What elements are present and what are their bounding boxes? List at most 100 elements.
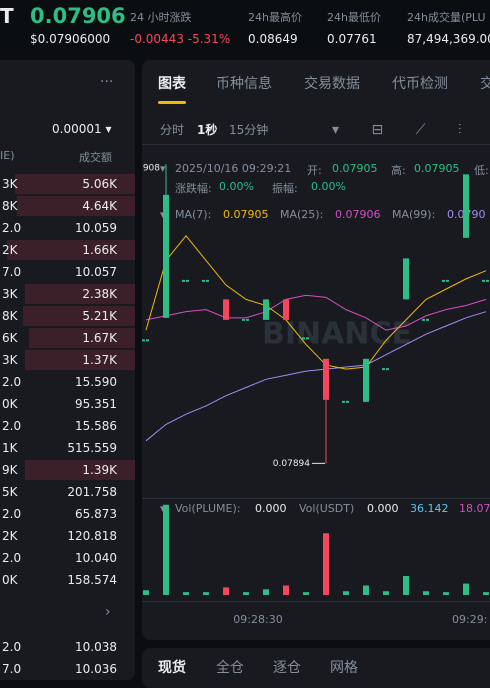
ma25: 0.07906 xyxy=(335,208,381,221)
tab[interactable]: 代币检测 xyxy=(392,76,448,92)
trade-tab[interactable]: 网格 xyxy=(330,660,358,676)
volume-bar xyxy=(303,592,309,595)
depth-bar xyxy=(25,350,135,370)
book-row[interactable]: 2K 1.66K xyxy=(0,239,135,261)
ma25-line xyxy=(145,294,487,331)
book-amount: 2K xyxy=(2,529,18,543)
volume-bar xyxy=(363,585,369,595)
book-total: 201.758 xyxy=(67,485,117,499)
ma99-label: MA(99): xyxy=(392,208,436,221)
trade-panel xyxy=(142,648,490,688)
book-amount: 2.0 xyxy=(2,640,22,654)
vol-ma2: 18.07 xyxy=(459,502,490,515)
toolbar-icons[interactable]: ▾ ⊟ ⟋ ⫶ ⊜ xyxy=(332,122,490,138)
time: 2025/10/16 09:29:21 xyxy=(175,162,292,175)
precision[interactable]: 0.00001 ▾ xyxy=(52,122,112,136)
depth-bar xyxy=(25,284,135,304)
tab[interactable]: 图表 xyxy=(158,76,186,92)
vol: 0.000 xyxy=(255,502,287,515)
volume-bar xyxy=(403,576,409,595)
book-amount: 2.0 xyxy=(2,221,22,235)
volume-bar xyxy=(143,590,149,595)
depth-bar xyxy=(23,306,135,326)
book-row[interactable]: 3K 5.06K xyxy=(0,173,135,195)
more[interactable]: › xyxy=(105,604,111,620)
book-row[interactable]: 7.0 10.057 xyxy=(0,261,135,283)
depth-bar xyxy=(15,174,135,194)
ma7-label: MA(7): xyxy=(175,208,212,221)
book-row[interactable]: 2.0 65.873 xyxy=(0,503,135,525)
trade-tab[interactable]: 现货 xyxy=(158,660,186,676)
interval[interactable]: 1秒 xyxy=(197,123,218,137)
book-row[interactable]: 3K 2.38K xyxy=(0,283,135,305)
last-price: 0.07906 xyxy=(30,4,126,28)
change-label: 24 小时涨跌 xyxy=(130,11,192,24)
high-label: 24h最高价 xyxy=(248,11,302,24)
trade-tab[interactable]: 逐仓 xyxy=(273,660,301,676)
depth-bar xyxy=(29,328,135,348)
tab[interactable]: 交易数据 xyxy=(304,76,360,92)
book-row[interactable]: 9K 1.39K xyxy=(0,459,135,481)
volume-bar xyxy=(203,592,209,595)
book-row[interactable]: 8K 4.64K xyxy=(0,195,135,217)
book-row[interactable]: 7.0 10.036 xyxy=(0,658,135,680)
book-row[interactable]: 8K 5.21K xyxy=(0,305,135,327)
candle-body xyxy=(223,299,229,320)
book-amount: 7.0 xyxy=(2,265,22,279)
ma7: 0.07905 xyxy=(223,208,269,221)
change-value: -0.00443 -5.31% xyxy=(130,32,231,46)
book-total: 65.873 xyxy=(75,507,117,521)
low-value: 0.07761 xyxy=(327,32,377,46)
col-left: IE) xyxy=(0,149,15,162)
menu[interactable]: ··· xyxy=(100,74,114,90)
book-total: 4.64K xyxy=(82,199,117,213)
high-value: 0.08649 xyxy=(248,32,298,46)
collapse[interactable]: ▾ xyxy=(160,502,166,515)
collapse[interactable]: ▾ xyxy=(160,208,166,221)
change-label: 涨跌幅: xyxy=(175,182,212,195)
book-row[interactable]: 2K 120.818 xyxy=(0,525,135,547)
book-row[interactable]: 0K 95.351 xyxy=(0,393,135,415)
book-total: 5.06K xyxy=(82,177,117,191)
book-row[interactable]: 2.0 15.590 xyxy=(0,371,135,393)
book-row[interactable]: 2.0 10.038 xyxy=(0,636,135,658)
high: 0.07905 xyxy=(414,162,460,175)
book-row[interactable]: 1K 515.559 xyxy=(0,437,135,459)
book-row[interactable]: 2.0 15.586 xyxy=(0,415,135,437)
book-total: 95.351 xyxy=(75,397,117,411)
book-row[interactable]: 5K 201.758 xyxy=(0,481,135,503)
volume-label: 24h成交量(PLU xyxy=(407,11,486,24)
change: 0.00% xyxy=(219,180,254,193)
book-amount: 7.0 xyxy=(2,662,22,676)
book-total: 15.590 xyxy=(75,375,117,389)
book-row[interactable]: 2.0 10.059 xyxy=(0,217,135,239)
trade-tab[interactable]: 全仓 xyxy=(216,660,244,676)
book-total: 1.37K xyxy=(82,353,117,367)
book-row[interactable]: 2.0 10.040 xyxy=(0,547,135,569)
candle-body xyxy=(363,358,369,402)
book-row[interactable]: 0K 158.574 xyxy=(0,569,135,591)
book-total: 120.818 xyxy=(67,529,117,543)
interval[interactable]: 15分钟 xyxy=(229,123,269,137)
book-total: 10.040 xyxy=(75,551,117,565)
ma25-label: MA(25): xyxy=(280,208,324,221)
amp: 0.00% xyxy=(311,180,346,193)
depth-bar xyxy=(25,460,135,480)
book-row[interactable]: 3K 1.37K xyxy=(0,349,135,371)
tab[interactable]: 交 xyxy=(480,76,490,92)
book-amount: 6K xyxy=(2,331,18,345)
volume-value: 87,494,369.00 xyxy=(407,32,490,46)
low-label: 24h最低价 xyxy=(327,11,381,24)
book-row[interactable]: 6K 1.67K xyxy=(0,327,135,349)
depth-bar xyxy=(17,196,135,216)
volume-bar xyxy=(323,533,329,595)
x-label: 09:29: xyxy=(452,613,487,626)
book-amount: 2K xyxy=(2,243,18,257)
collapse[interactable]: ▾ xyxy=(160,162,166,175)
tab[interactable]: 币种信息 xyxy=(216,76,272,92)
interval[interactable]: 分时 xyxy=(160,123,185,137)
book-total: 2.38K xyxy=(82,287,117,301)
book-total: 5.21K xyxy=(82,309,117,323)
book-amount: 8K xyxy=(2,309,18,323)
